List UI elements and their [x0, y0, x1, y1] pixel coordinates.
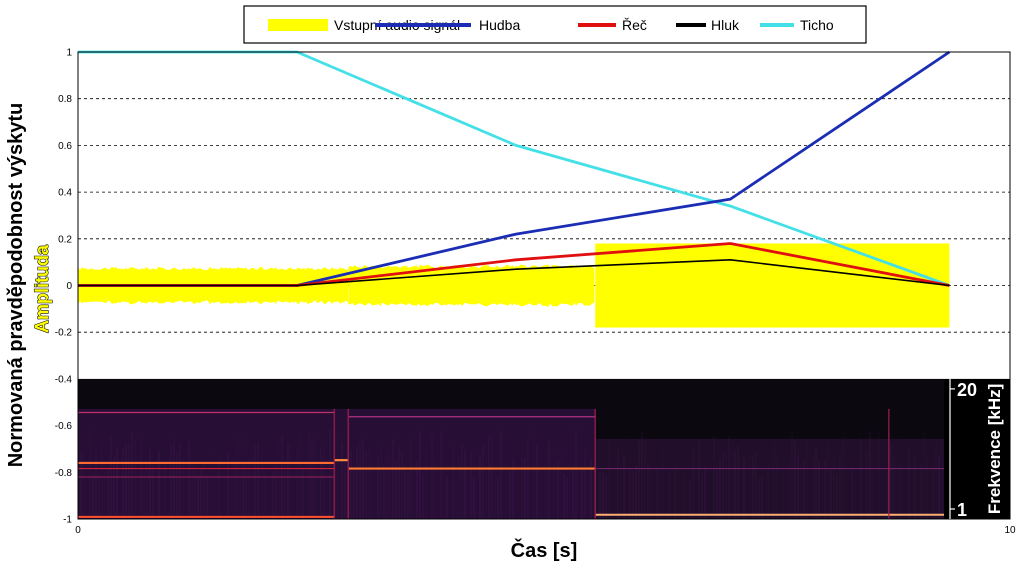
y-tick-label: 0.6 [58, 141, 72, 152]
legend: Vstupní audio signálHudbaŘečHlukTicho [243, 5, 867, 44]
amplitude-label: Amplituda [32, 244, 52, 333]
audio-segment [348, 264, 595, 307]
y-tick-label: 0.4 [58, 188, 72, 199]
y-tick-label: 0.2 [58, 234, 72, 245]
spectrogram [77, 378, 950, 519]
y-tick-label: -0.4 [55, 374, 73, 385]
legend-box [243, 5, 867, 44]
x-axis-title: Čas [s] [511, 538, 578, 562]
spectrogram-region [595, 438, 944, 519]
x-tick-labels: 0 10 [75, 525, 1016, 536]
y-tick-label: -0.2 [55, 328, 73, 339]
series-line-2 [78, 258, 950, 287]
audio-segment [595, 243, 950, 328]
audio-segment-shape [595, 243, 950, 328]
audio-segment-shape [348, 264, 595, 307]
y-tick-label: -0.8 [55, 468, 73, 479]
legend-label: Hudba [479, 17, 520, 33]
legend-label: Hluk [711, 17, 740, 33]
plot-frame [77, 51, 1011, 520]
spectrogram-axis-band [944, 378, 1010, 519]
spectrogram-axis: 20 1 Frekvence [kHz] [944, 378, 1010, 520]
y-tick-label: 0 [66, 281, 72, 292]
x-tick-label: 10 [1004, 525, 1016, 536]
legend-swatch-audio [268, 19, 328, 31]
legend-label: Řeč [622, 17, 647, 33]
spectrogram-tick-label: 20 [957, 380, 977, 400]
y-tick-label: -1 [63, 515, 72, 526]
spectrogram-tick-label: 1 [957, 500, 967, 520]
y-axis-title: Normovaná pravděpodobnost výskytu [5, 103, 27, 468]
y-tick-label: 1 [66, 48, 72, 59]
y-tick-labels: 1 0.8 0.6 0.4 0.2 0 -0.2 -0.4 -0.6 -0.8 -1 [55, 48, 73, 526]
x-tick-label: 0 [75, 525, 81, 536]
legend-label: Ticho [800, 17, 834, 33]
spectrogram-axis-title: Frekvence [kHz] [985, 384, 1004, 514]
y-tick-label: 0.8 [58, 94, 72, 105]
y-tick-label: -0.6 [55, 421, 73, 432]
